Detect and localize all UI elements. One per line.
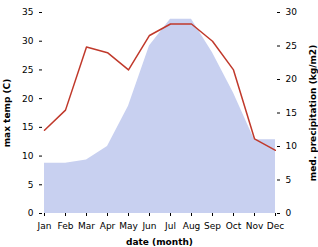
svg-text:30: 30: [22, 36, 34, 46]
svg-text:max temp (C): max temp (C): [2, 79, 12, 148]
svg-text:35: 35: [22, 7, 33, 17]
svg-text:15: 15: [22, 122, 33, 132]
svg-text:30: 30: [286, 7, 298, 17]
svg-text:0: 0: [286, 208, 292, 218]
svg-text:date (month): date (month): [126, 237, 193, 247]
svg-text:Jun: Jun: [141, 221, 156, 231]
svg-text:Sep: Sep: [204, 221, 221, 231]
svg-text:Feb: Feb: [58, 221, 74, 231]
svg-text:25: 25: [286, 41, 297, 51]
svg-text:Dec: Dec: [267, 221, 284, 231]
svg-text:10: 10: [22, 151, 34, 161]
svg-text:Jul: Jul: [164, 221, 176, 231]
svg-text:15: 15: [286, 108, 297, 118]
svg-text:Oct: Oct: [226, 221, 242, 231]
svg-text:Aug: Aug: [183, 221, 201, 231]
svg-text:20: 20: [22, 94, 34, 104]
svg-text:25: 25: [22, 65, 33, 75]
svg-text:5: 5: [28, 180, 34, 190]
svg-text:20: 20: [286, 74, 298, 84]
svg-text:May: May: [119, 221, 138, 231]
svg-text:Apr: Apr: [100, 221, 116, 231]
svg-text:0: 0: [28, 208, 34, 218]
svg-text:5: 5: [286, 175, 292, 185]
svg-text:Nov: Nov: [246, 221, 264, 231]
svg-text:Jan: Jan: [37, 221, 52, 231]
svg-text:med. precipitation (kg/m2): med. precipitation (kg/m2): [308, 45, 318, 181]
svg-text:10: 10: [286, 141, 298, 151]
svg-text:Mar: Mar: [78, 221, 95, 231]
